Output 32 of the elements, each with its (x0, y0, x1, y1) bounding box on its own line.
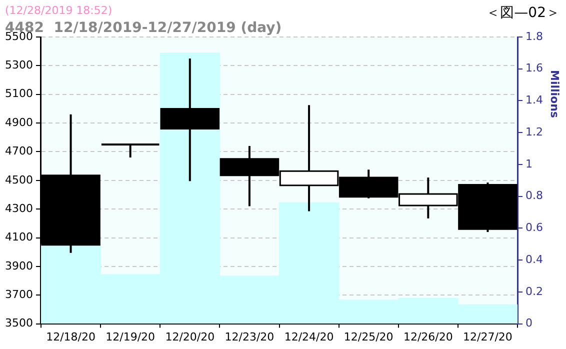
x-tick-label: 12/19/20 (106, 330, 156, 344)
y2-tick-label: 0.8 (526, 189, 544, 202)
x-tick-label: 12/20/20 (165, 330, 215, 344)
x-tick-label: 12/26/20 (403, 330, 453, 344)
text: ＜図—02＞ (486, 4, 560, 22)
y2-tick-label: 1 (526, 157, 533, 170)
text: (12/28/2019 18:52) (5, 4, 112, 17)
y-tick-label: 3500 (4, 316, 33, 330)
x-tick-label: 12/25/20 (344, 330, 394, 344)
y-tick-label: 5100 (4, 87, 33, 100)
y-tick-label: 5300 (4, 58, 33, 72)
y-tick-label: 3700 (4, 288, 33, 301)
y2-tick-label: 0.4 (526, 252, 544, 266)
y-tick-label: 4900 (4, 116, 33, 129)
candlestick (100, 144, 160, 158)
y2-axis-title: Millions (548, 70, 561, 118)
x-tick-label: 12/23/20 (224, 330, 274, 344)
y2-tick-label: 0 (526, 316, 533, 330)
x-tick-label: 12/18/20 (46, 330, 96, 344)
y-tick-label: 4300 (4, 202, 33, 215)
y-tick-label: 4100 (4, 230, 33, 244)
x-tick-label: 12/24/20 (284, 330, 334, 344)
y2-tick-label: 1.6 (526, 62, 544, 75)
x-tick-label: 12/27/20 (463, 330, 512, 344)
y2-tick-label: 1.4 (526, 94, 544, 107)
y-tick-label: 3900 (4, 259, 33, 272)
y-tick-label: 4700 (4, 144, 33, 158)
y2-tick-label: 0.6 (526, 221, 544, 234)
y2-tick-label: 1.8 (526, 30, 544, 43)
y-tick-label: 4500 (4, 173, 33, 186)
y2-tick-label: 0.2 (526, 284, 544, 298)
y2-tick-label: 1.2 (526, 125, 544, 138)
